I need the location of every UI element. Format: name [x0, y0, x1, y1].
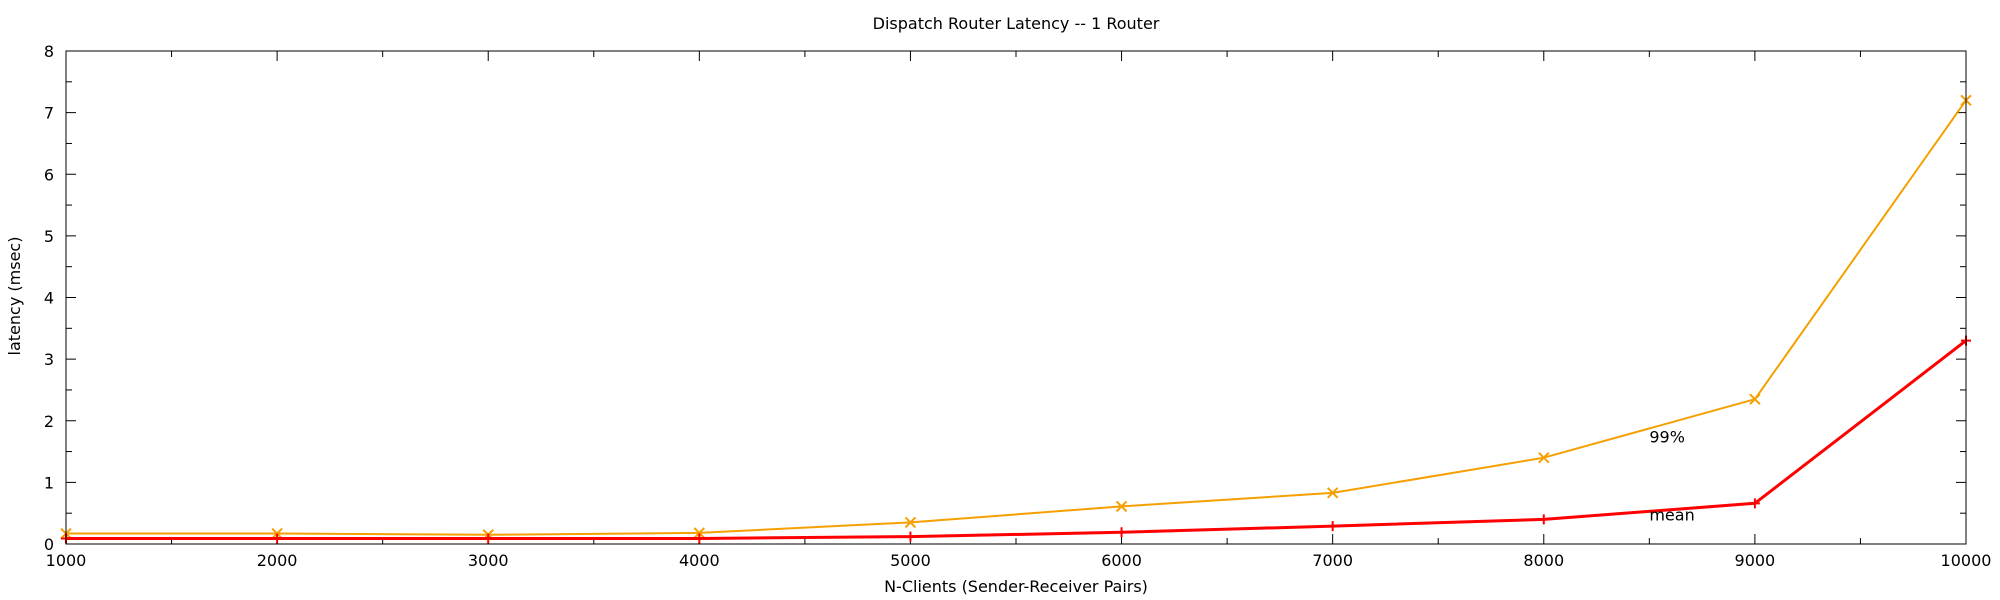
- y-tick-label: 2: [44, 412, 54, 431]
- data-point-99-percentile: [904, 516, 917, 529]
- data-point-mean: [905, 531, 916, 542]
- series-annotation-label: mean: [1649, 506, 1694, 525]
- x-tick-label: 2000: [257, 551, 298, 570]
- y-tick-label: 0: [44, 535, 54, 554]
- data-point-mean: [272, 533, 283, 544]
- x-tick-label: 9000: [1735, 551, 1776, 570]
- y-tick-label: 3: [44, 350, 54, 369]
- series-line-mean: [66, 339, 1967, 540]
- series-99-percentile: [60, 94, 1972, 541]
- data-point-mean: [1116, 527, 1127, 538]
- y-axis-label: latency (msec): [5, 237, 24, 356]
- series-layer: [60, 94, 1972, 544]
- y-tick-label: 1: [44, 473, 54, 492]
- x-tick-label: 6000: [1101, 551, 1142, 570]
- series-mean: [61, 335, 1971, 544]
- x-tick-label: 4000: [679, 551, 720, 570]
- data-point-mean: [1749, 498, 1760, 509]
- y-tick-label: 4: [44, 289, 54, 308]
- data-point-mean: [694, 533, 705, 544]
- data-point-99-percentile: [1538, 452, 1550, 464]
- chart-title: Dispatch Router Latency -- 1 Router: [873, 14, 1160, 33]
- data-point-99-percentile: [1326, 487, 1339, 499]
- y-tick-label: 6: [44, 165, 54, 184]
- x-tick-label: 1000: [46, 551, 87, 570]
- y-tick-label: 5: [44, 227, 54, 246]
- data-point-mean: [1538, 514, 1549, 525]
- series-line-99-percentile: [66, 99, 1967, 536]
- x-tick-label: 10000: [1941, 551, 1992, 570]
- data-point-99-percentile: [1115, 500, 1128, 513]
- y-tick-label: 7: [44, 104, 54, 123]
- series-annotation-label: 99%: [1649, 427, 1685, 446]
- data-point-99-percentile: [693, 527, 706, 539]
- plot-frame: [65, 50, 1967, 545]
- data-point-mean: [1327, 521, 1338, 532]
- axis-ticks: 1000 2000 3000 4000 5000 6000 7000 8000 9000 1000…: [44, 42, 1992, 570]
- y-tick-label: 8: [44, 42, 54, 61]
- x-tick-label: 8000: [1523, 551, 1564, 570]
- x-tick-label: 5000: [890, 551, 931, 570]
- x-axis-label: N-Clients (Sender-Receiver Pairs): [884, 577, 1148, 596]
- annotation-layer: 99% mean: [1649, 427, 1694, 524]
- data-point-mean: [483, 533, 494, 544]
- x-tick-label: 7000: [1312, 551, 1353, 570]
- data-point-99-percentile: [1749, 393, 1761, 405]
- x-tick-label: 3000: [468, 551, 509, 570]
